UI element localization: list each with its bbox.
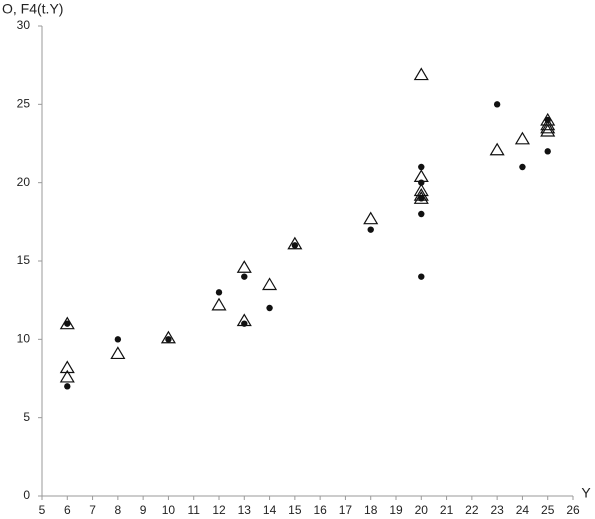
triangle-point: [413, 67, 429, 81]
dot-point: [493, 101, 501, 108]
triangle-point: [211, 297, 227, 311]
triangle-point: [413, 188, 429, 201]
triangle-point: [413, 191, 429, 204]
dot-point: [215, 289, 223, 296]
x-tick-label: 8: [115, 503, 122, 517]
triangle-point: [59, 360, 75, 374]
y-tick-label: 30: [17, 18, 31, 32]
y-tick-label: 20: [17, 175, 31, 189]
dot-point: [241, 273, 248, 280]
triangle-point: [110, 346, 126, 360]
x-tick-label: 15: [288, 503, 302, 517]
triangle-point: [413, 169, 429, 182]
x-tick-label: 19: [389, 503, 403, 517]
dot-point: [544, 148, 551, 155]
x-tick-label: 22: [465, 503, 479, 517]
x-tick-label: 10: [162, 503, 176, 517]
dot-point: [367, 226, 374, 233]
triangle-point: [413, 183, 429, 197]
y-tick-label: 5: [23, 410, 30, 424]
dot-point: [64, 320, 71, 327]
dot-point: [418, 163, 425, 171]
y-tick-label: 15: [17, 253, 31, 267]
y-tick-label: 10: [17, 332, 31, 346]
x-axis-title: Y: [581, 485, 591, 501]
x-tick-label: 21: [440, 503, 454, 517]
x-tick-label: 14: [263, 503, 277, 517]
dot-point: [114, 336, 122, 343]
y-tick-label: 0: [23, 488, 30, 502]
x-tick-label: 24: [516, 503, 530, 517]
triangle-point: [160, 330, 176, 344]
triangle-point: [540, 120, 556, 134]
dot-point: [266, 304, 273, 312]
x-tick-label: 16: [313, 503, 327, 517]
dot-point: [291, 242, 299, 249]
triangle-point: [287, 236, 303, 250]
x-tick-label: 13: [238, 503, 252, 517]
x-tick-label: 25: [541, 503, 555, 517]
x-tick-label: 7: [89, 503, 96, 517]
triangle-point: [514, 131, 530, 145]
x-tick-label: 17: [339, 503, 353, 517]
dot-point: [64, 383, 71, 390]
dot-point: [519, 163, 526, 171]
dot-point: [418, 273, 425, 280]
x-tick-label: 12: [212, 503, 226, 517]
x-tick-label: 6: [64, 503, 71, 517]
x-tick-label: 18: [364, 503, 378, 517]
triangle-point: [236, 260, 252, 273]
triangle-point: [59, 316, 75, 330]
dot-point: [418, 210, 425, 218]
dot-point: [165, 336, 172, 343]
triangle-point: [540, 123, 556, 137]
triangle-point: [489, 142, 505, 156]
y-tick-label: 25: [17, 97, 31, 111]
triangle-point: [363, 211, 379, 225]
x-tick-label: 26: [566, 503, 580, 517]
triangle-point: [236, 313, 252, 327]
triangle-point: [262, 277, 278, 291]
y-axis-title: O, F4(t.Y): [2, 1, 63, 17]
x-tick-label: 9: [140, 503, 147, 517]
triangle-point: [59, 369, 75, 383]
x-tick-label: 11: [187, 503, 200, 517]
x-tick-label: 5: [39, 503, 46, 517]
x-tick-label: 20: [415, 503, 429, 517]
triangle-point: [540, 117, 556, 131]
x-tick-label: 23: [490, 503, 504, 517]
